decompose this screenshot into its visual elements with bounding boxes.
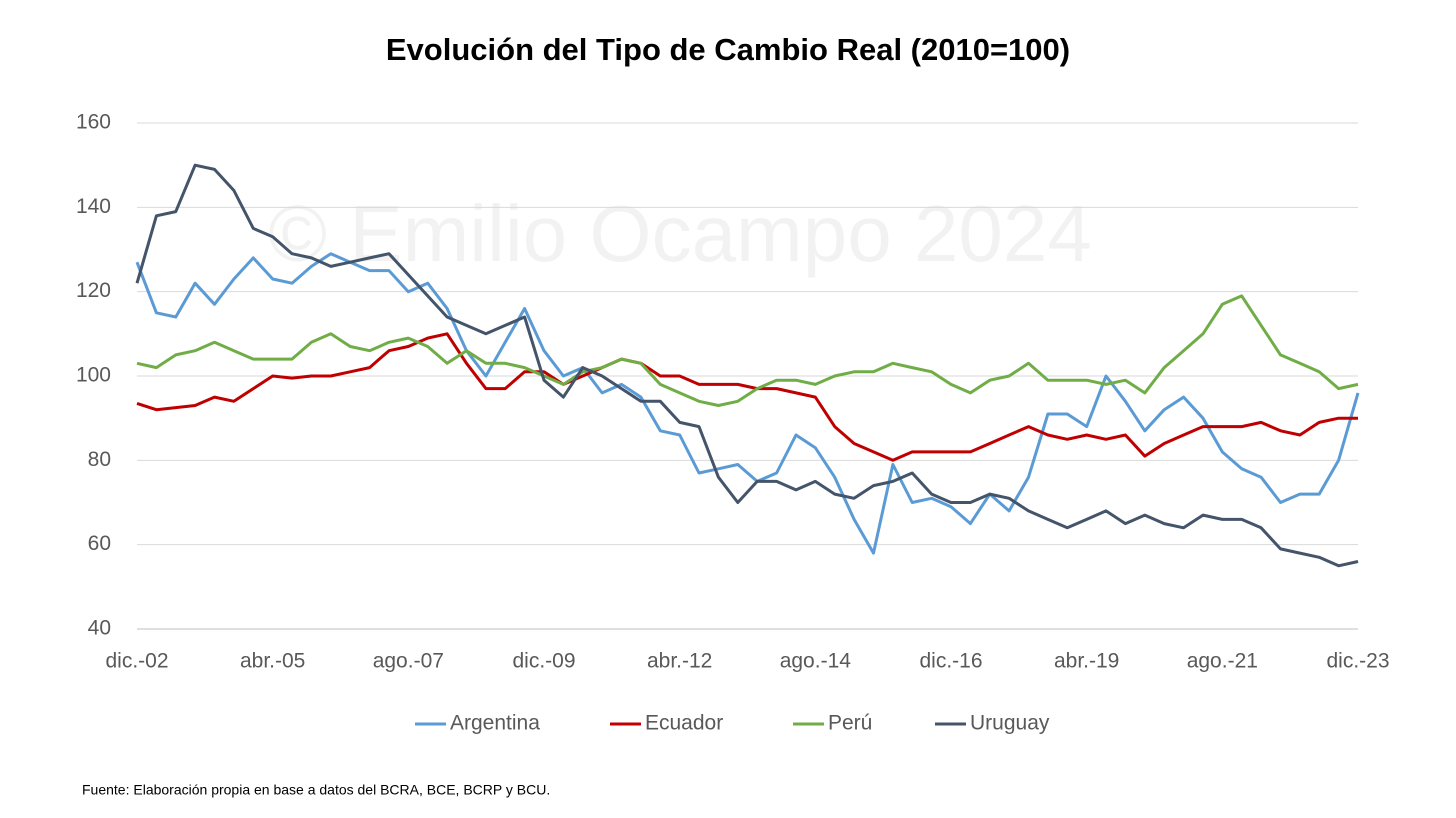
x-tick-label: ago.-14 xyxy=(780,650,852,673)
x-tick-label: dic.-23 xyxy=(1326,650,1389,673)
x-tick-label: dic.-16 xyxy=(919,650,982,673)
series-line xyxy=(135,252,1360,555)
legend-label: Ecuador xyxy=(645,712,723,735)
y-tick-label: 60 xyxy=(88,532,111,555)
source-note: Fuente: Elaboración propia en base a dat… xyxy=(82,782,550,798)
y-tick-label: 100 xyxy=(76,364,111,387)
x-tick-label: abr.-19 xyxy=(1054,650,1119,673)
y-tick-label: 120 xyxy=(76,279,111,302)
legend-label: Uruguay xyxy=(970,712,1050,735)
x-tick-label: dic.-02 xyxy=(105,650,168,673)
y-tick-label: 140 xyxy=(76,195,111,218)
x-tick-label: dic.-09 xyxy=(512,650,575,673)
legend-label: Perú xyxy=(828,712,872,735)
legend-label: Argentina xyxy=(450,712,540,735)
x-tick-label: abr.-05 xyxy=(240,650,305,673)
series-line xyxy=(136,332,1358,462)
x-tick-label: abr.-12 xyxy=(647,650,712,673)
y-tick-label: 160 xyxy=(76,111,111,134)
chart-title: Evolución del Tipo de Cambio Real (2010=… xyxy=(386,32,1070,67)
watermark: © Emilio Ocampo 2024 xyxy=(268,189,1092,278)
series-line xyxy=(136,294,1359,407)
x-tick-label: ago.-07 xyxy=(373,650,444,673)
y-tick-label: 40 xyxy=(88,617,111,640)
series-line xyxy=(135,163,1359,568)
y-tick-label: 80 xyxy=(88,448,111,471)
x-tick-label: ago.-21 xyxy=(1187,650,1258,673)
